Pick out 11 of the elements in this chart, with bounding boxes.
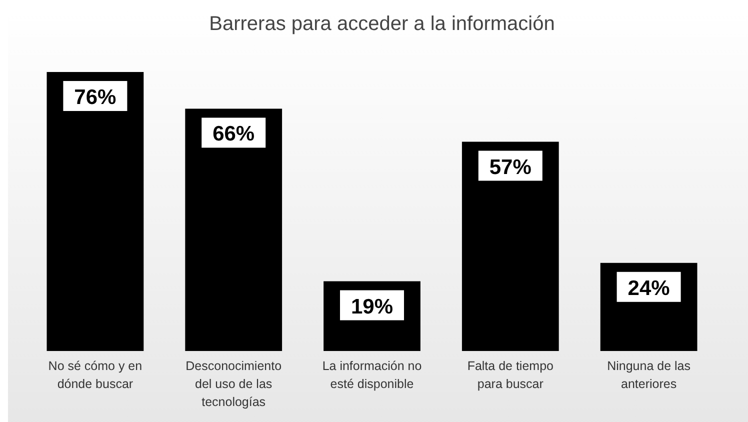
chart-title: Barreras para acceder a la información [209,13,555,35]
data-label: 76% [74,86,117,109]
data-label: 19% [350,295,394,318]
x-tick-label: Ninguna de las anteriores [607,359,691,391]
x-tick-label: Falta de tiempo para buscar [467,359,554,391]
x-tick-label: La información no esté disponible [322,359,422,391]
x-tick-label: Desconocimiento del uso de las tecnologías [186,359,282,409]
x-tick-label: No sé cómo y en dónde buscar [48,359,142,391]
data-label: 24% [628,276,670,300]
data-label: 57% [489,156,532,179]
data-label: 66% [212,122,255,146]
